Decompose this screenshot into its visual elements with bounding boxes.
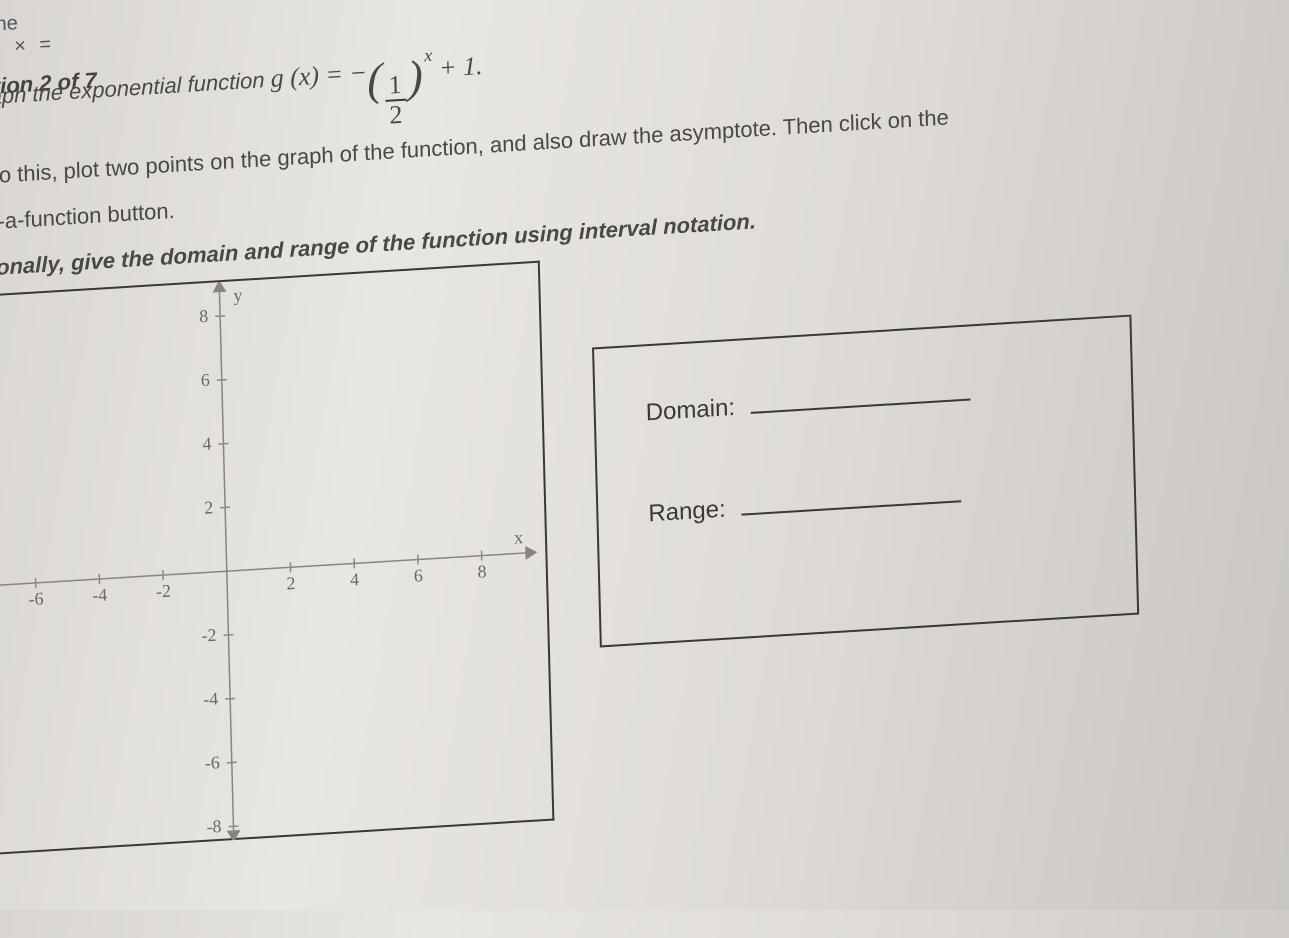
answer-panel: Domain: Range: (592, 315, 1139, 648)
range-label: Range: (648, 496, 726, 529)
svg-text:8: 8 (477, 561, 487, 582)
svg-text:2: 2 (204, 497, 213, 518)
svg-text:2: 2 (286, 573, 295, 594)
instructions-block: Graph the exponential function g (x) = −… (0, 0, 1248, 291)
svg-text:-2: -2 (156, 581, 171, 602)
range-input[interactable] (741, 478, 961, 515)
svg-text:-4: -4 (203, 688, 218, 709)
svg-text:y: y (233, 285, 243, 306)
svg-text:-4: -4 (92, 584, 107, 605)
svg-text:-6: -6 (205, 752, 220, 773)
svg-text:-8: -8 (206, 816, 221, 837)
svg-text:-2: -2 (201, 625, 216, 646)
svg-text:-6: -6 (28, 588, 43, 609)
function-expression: g (x) = −(12)x + 1. (270, 51, 483, 93)
svg-text:6: 6 (414, 565, 424, 586)
domain-row: Domain: (645, 370, 1081, 428)
svg-text:6: 6 (201, 370, 211, 391)
domain-label: Domain: (645, 394, 735, 427)
graph-panel[interactable]: yx-8-6-4-224688642-2-4-6-8 (0, 261, 554, 859)
svg-text:x: x (514, 527, 524, 548)
domain-input[interactable] (751, 376, 971, 413)
graph-verb: Graph the exponential function (0, 67, 271, 111)
coordinate-axes: yx-8-6-4-224688642-2-4-6-8 (0, 263, 552, 859)
svg-text:8: 8 (199, 306, 209, 327)
svg-text:4: 4 (202, 433, 212, 454)
page-edge-fragments: If the × = (0, 10, 55, 61)
svg-text:4: 4 (350, 569, 360, 590)
range-row: Range: (648, 471, 1084, 529)
x-equals-fragment: × = (14, 33, 55, 58)
